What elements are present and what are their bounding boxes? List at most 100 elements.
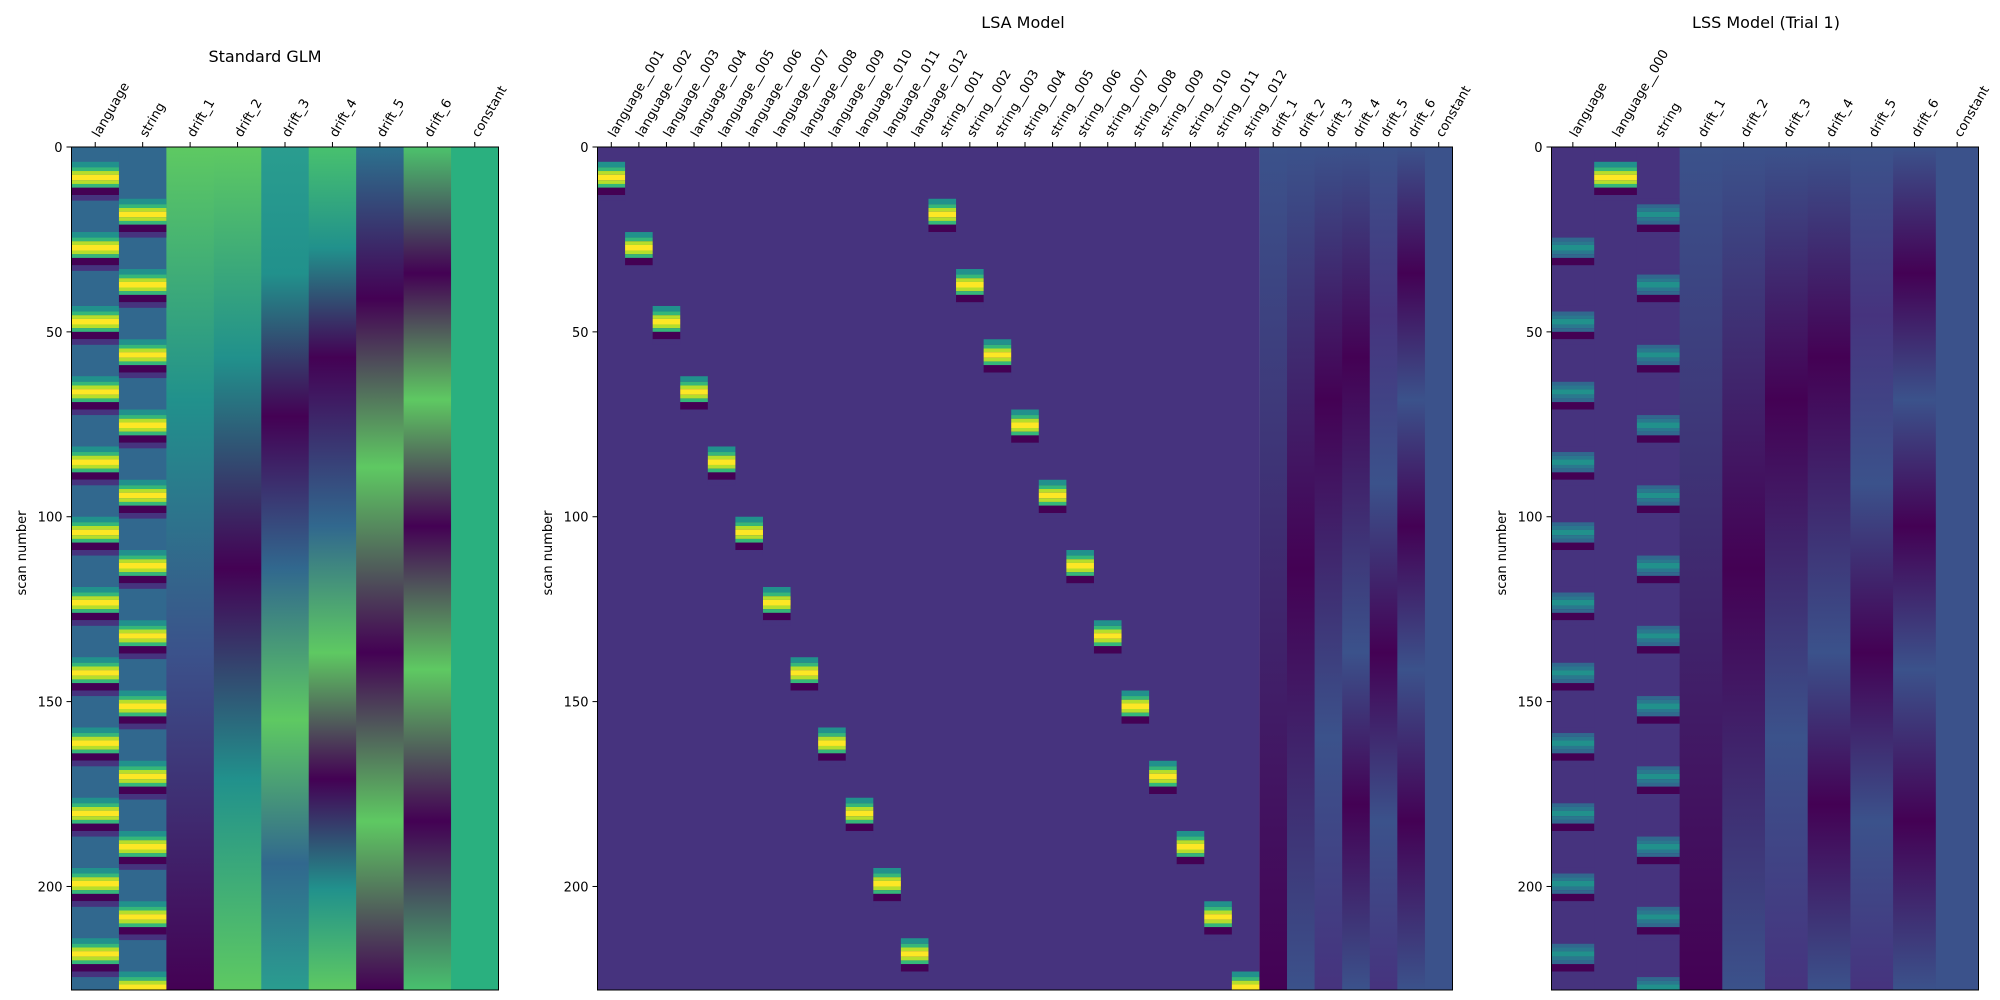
language-event bbox=[71, 550, 119, 556]
trial-event bbox=[900, 947, 929, 952]
string-event bbox=[1636, 910, 1680, 915]
language-event bbox=[71, 237, 119, 242]
trial-event bbox=[928, 198, 957, 205]
trial-event bbox=[707, 459, 736, 465]
string-event bbox=[118, 372, 167, 379]
trial-event bbox=[597, 174, 626, 181]
language-event bbox=[71, 180, 119, 184]
y-tick-label: 150 bbox=[38, 696, 63, 711]
trial-event bbox=[1231, 980, 1260, 985]
string-event bbox=[118, 770, 167, 774]
string-event bbox=[1636, 709, 1680, 713]
x-tick-label: drift_5 bbox=[1866, 97, 1900, 140]
string-event bbox=[1636, 856, 1680, 865]
string-event bbox=[1636, 786, 1680, 795]
language-event bbox=[1551, 666, 1595, 671]
string-event bbox=[118, 782, 167, 787]
string-event bbox=[118, 428, 167, 432]
trial-event bbox=[1204, 919, 1232, 924]
trial-event bbox=[1093, 646, 1122, 654]
language-event bbox=[1551, 803, 1595, 807]
y-tick-label: 50 bbox=[1526, 326, 1543, 341]
string-event bbox=[1636, 442, 1680, 449]
language-event bbox=[71, 525, 119, 530]
language-event bbox=[1551, 398, 1595, 403]
language-event bbox=[71, 679, 119, 684]
string-event bbox=[118, 712, 167, 717]
string-event bbox=[118, 723, 167, 730]
language-event bbox=[71, 381, 119, 386]
string-event bbox=[1636, 716, 1680, 724]
string-event bbox=[1636, 723, 1680, 730]
trial-event bbox=[762, 596, 791, 600]
trial-event bbox=[1011, 409, 1039, 416]
language-event bbox=[1551, 535, 1595, 539]
string-event bbox=[1636, 562, 1680, 569]
trial-event bbox=[983, 348, 1012, 353]
string-event bbox=[1636, 217, 1680, 221]
trial-event bbox=[735, 516, 763, 523]
language-event bbox=[1551, 727, 1595, 734]
string-event bbox=[1636, 779, 1680, 783]
string-event bbox=[118, 339, 167, 345]
x-tick-label: language bbox=[1567, 80, 1610, 140]
trial-event bbox=[983, 361, 1012, 366]
x-ticks: language string drift_1 drift_2 drift_3 drift… bbox=[90, 80, 510, 147]
trial-event bbox=[1011, 418, 1039, 423]
string-event bbox=[118, 646, 167, 654]
y-tick-label: 100 bbox=[564, 511, 589, 526]
string-event bbox=[1636, 934, 1680, 941]
string-event bbox=[118, 914, 167, 920]
language-event bbox=[71, 964, 119, 972]
string-event bbox=[1636, 760, 1680, 767]
trial-event bbox=[1231, 971, 1260, 978]
trial-event bbox=[845, 816, 874, 820]
trial-event bbox=[1594, 183, 1637, 188]
trial-event bbox=[845, 819, 874, 824]
language-event bbox=[71, 265, 119, 271]
trial-event bbox=[818, 736, 846, 741]
string-event bbox=[1636, 278, 1680, 282]
language-event bbox=[1551, 880, 1595, 887]
trial-event bbox=[652, 305, 681, 312]
trial-event bbox=[956, 302, 984, 308]
language-event bbox=[1551, 890, 1595, 894]
string-event bbox=[118, 923, 167, 928]
trial-event bbox=[790, 657, 819, 663]
language-event bbox=[1551, 745, 1595, 750]
trial-event bbox=[707, 468, 736, 473]
language-event bbox=[71, 740, 119, 746]
trial-event bbox=[1011, 422, 1039, 428]
language-event bbox=[71, 257, 119, 266]
column-drift_3 bbox=[1765, 147, 1809, 990]
string-event bbox=[118, 864, 167, 870]
string-event bbox=[1636, 633, 1680, 639]
string-event bbox=[1636, 357, 1680, 362]
trial-event bbox=[1121, 690, 1150, 697]
language-event bbox=[1551, 679, 1595, 684]
trial-event bbox=[1594, 195, 1637, 201]
language-event bbox=[71, 389, 119, 395]
language-event bbox=[1551, 753, 1595, 761]
column-drift_6 bbox=[403, 147, 452, 990]
trial-event bbox=[1038, 489, 1067, 493]
language-event bbox=[1551, 683, 1595, 691]
language-event bbox=[1551, 599, 1595, 606]
chart-title: Standard GLM bbox=[209, 47, 322, 66]
string-event bbox=[118, 278, 167, 282]
language-event bbox=[71, 690, 119, 697]
trial-event bbox=[1121, 716, 1150, 724]
string-event bbox=[1636, 409, 1680, 416]
string-event bbox=[1636, 198, 1680, 205]
trial-event bbox=[707, 479, 736, 486]
string-event bbox=[1636, 348, 1680, 353]
string-event bbox=[118, 766, 167, 771]
string-event bbox=[1636, 620, 1680, 626]
string-event bbox=[1636, 836, 1680, 841]
language-event bbox=[71, 538, 119, 543]
trial-event bbox=[928, 204, 957, 209]
string-event bbox=[118, 653, 167, 660]
trial-event bbox=[1594, 161, 1637, 168]
trial-event bbox=[873, 873, 901, 878]
language-event bbox=[1551, 331, 1595, 340]
